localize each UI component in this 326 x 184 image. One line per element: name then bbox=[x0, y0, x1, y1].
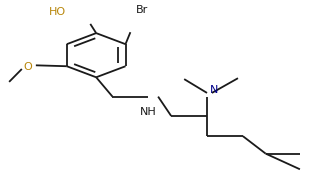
Text: NH: NH bbox=[140, 107, 157, 117]
Text: HO: HO bbox=[49, 7, 66, 17]
Text: N: N bbox=[210, 85, 219, 95]
Text: O: O bbox=[23, 62, 32, 72]
Text: Br: Br bbox=[136, 5, 148, 15]
